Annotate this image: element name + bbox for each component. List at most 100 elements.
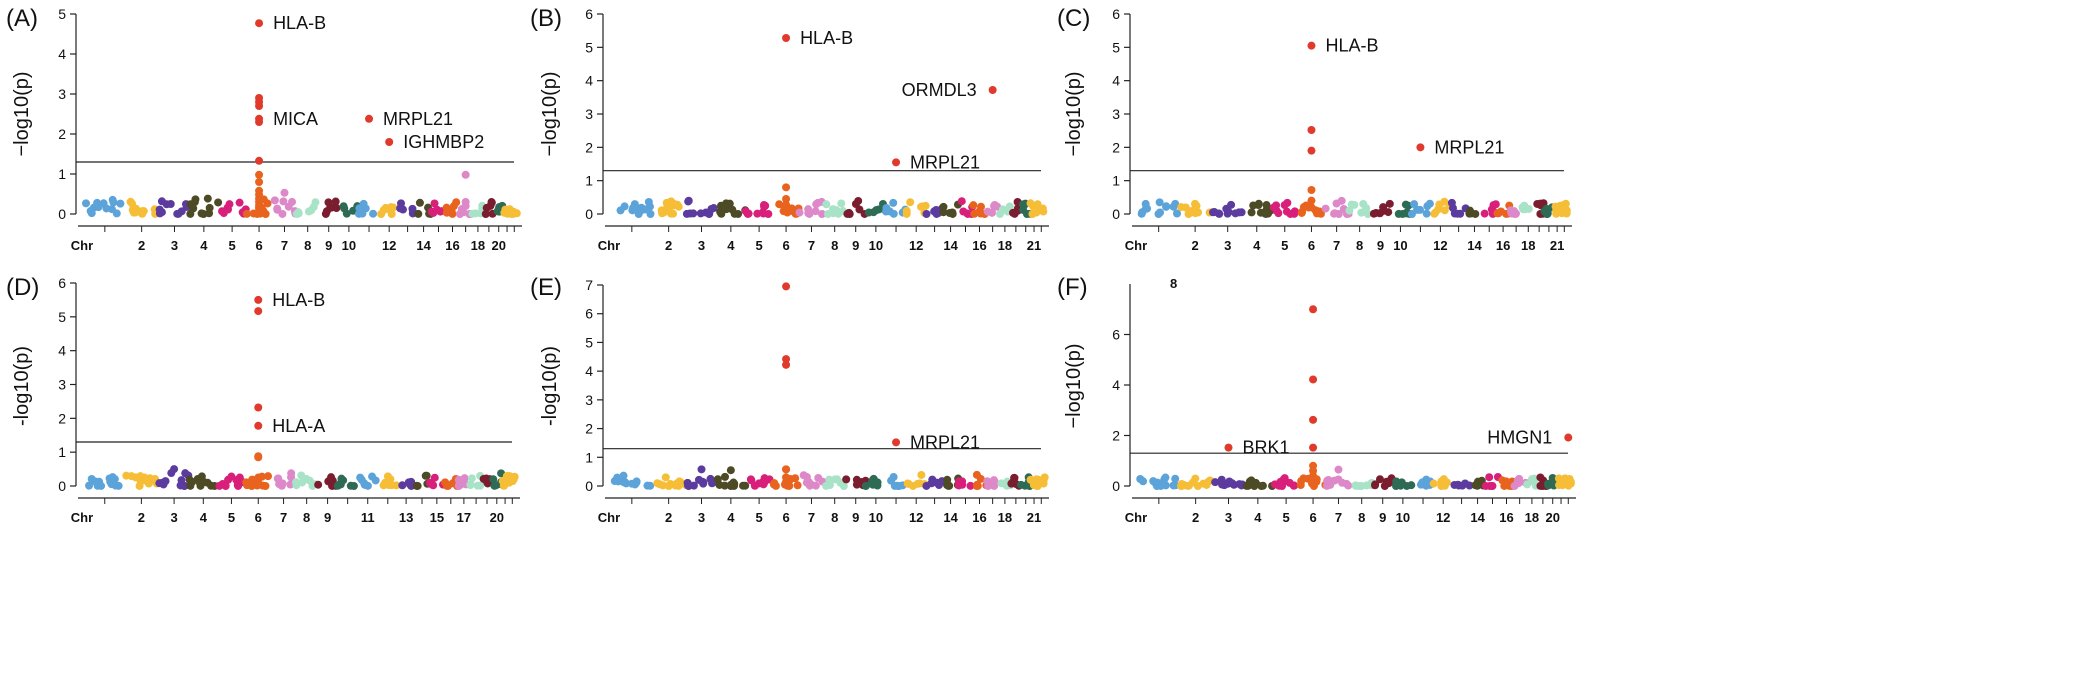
y-tick-label: 1 — [1112, 173, 1120, 189]
data-point — [1272, 206, 1281, 215]
data-point — [1435, 200, 1444, 209]
x-tick-label: 12 — [1436, 510, 1450, 525]
peak-point — [1307, 203, 1316, 212]
peak-point — [1334, 465, 1343, 474]
data-point — [1136, 475, 1145, 484]
data-point — [728, 205, 737, 214]
y-tick-label: 5 — [1112, 39, 1120, 55]
data-point — [482, 474, 491, 483]
peak-point — [726, 466, 735, 475]
peak-point — [255, 170, 264, 179]
data-point — [887, 476, 896, 485]
y-tick-label: 0 — [1112, 206, 1120, 222]
data-point — [957, 197, 966, 206]
x-tick-label: 14 — [416, 238, 431, 253]
x-tick-label: 9 — [852, 238, 859, 253]
peak-point — [227, 472, 236, 481]
y-tick-label: 4 — [1112, 73, 1120, 89]
peak-point — [1309, 375, 1318, 384]
data-point — [1188, 478, 1197, 487]
data-point — [1018, 200, 1027, 209]
data-point — [1187, 207, 1196, 216]
data-point — [628, 206, 637, 215]
data-point — [921, 201, 930, 210]
data-point — [314, 480, 323, 489]
data-point — [1566, 479, 1575, 488]
peak-point — [1309, 415, 1318, 424]
peak-point — [1309, 476, 1318, 485]
x-tick-label: 14 — [1467, 238, 1482, 253]
data-point — [307, 206, 316, 215]
y-tick-label: 3 — [585, 392, 593, 408]
x-tick-label: 8 — [303, 510, 310, 525]
data-point — [1422, 209, 1431, 218]
x-tick-label: 17 — [457, 510, 471, 525]
x-tick-label: 3 — [1225, 510, 1232, 525]
data-point — [1416, 205, 1425, 214]
x-tick-label: 7 — [808, 238, 815, 253]
x-tick-label: 6 — [782, 238, 789, 253]
x-tick-label: 15 — [430, 510, 444, 525]
data-point — [1337, 196, 1346, 205]
data-point — [1536, 481, 1545, 490]
y-tick-label: 1 — [585, 449, 593, 465]
peak-point — [782, 195, 791, 203]
data-point — [1247, 208, 1256, 217]
data-point — [93, 198, 102, 207]
x-tick-label: 16 — [972, 510, 986, 525]
data-point — [1202, 480, 1211, 489]
data-point — [1321, 204, 1330, 213]
data-point — [215, 481, 224, 490]
x-tick-label: 2 — [138, 510, 145, 525]
data-point — [1141, 199, 1150, 208]
data-point — [85, 481, 94, 490]
data-point — [1454, 480, 1463, 489]
x-tick-label: 3 — [698, 238, 705, 253]
data-point — [1177, 203, 1186, 212]
x-tick-label: 6 — [1308, 238, 1315, 253]
y-tick-label: 6 — [1112, 327, 1120, 343]
data-point — [1261, 209, 1270, 218]
x-tick-label: Chr — [71, 510, 93, 525]
data-point — [746, 475, 755, 484]
y-axis-label: −log10(p) — [11, 71, 33, 156]
data-point — [622, 479, 631, 488]
data-point — [1485, 481, 1494, 490]
y-tick-label: 6 — [58, 275, 66, 291]
data-point — [235, 198, 244, 207]
peak-point — [782, 360, 791, 369]
data-point — [716, 207, 725, 216]
peak-point — [782, 205, 791, 213]
x-tick-label: 18 — [1525, 510, 1539, 525]
peak-point — [782, 34, 791, 42]
data-point — [696, 209, 705, 218]
peak-point — [892, 158, 901, 167]
x-tick-label: 8 — [831, 238, 838, 253]
data-point — [1347, 200, 1356, 209]
data-point — [1223, 209, 1232, 218]
x-tick-label: 9 — [1377, 238, 1384, 253]
data-point — [1359, 199, 1368, 208]
data-point — [135, 481, 144, 490]
y-tick-label: 4 — [58, 46, 66, 62]
data-point — [342, 209, 351, 218]
data-point — [1351, 481, 1360, 490]
x-tick-label: 8 — [831, 510, 838, 525]
data-point — [683, 478, 692, 487]
data-point — [473, 481, 482, 490]
data-point — [177, 207, 186, 216]
data-point — [868, 480, 877, 489]
data-point — [1519, 205, 1528, 214]
x-tick-label: 18 — [998, 510, 1012, 525]
data-point — [186, 481, 195, 490]
data-point — [287, 473, 296, 482]
peak-point — [385, 138, 394, 146]
x-tick-label: Chr — [1125, 238, 1147, 253]
data-point — [333, 481, 342, 490]
x-tick-label: 14 — [943, 238, 958, 253]
data-point — [467, 474, 476, 483]
x-tick-label: 5 — [756, 510, 763, 525]
x-tick-label: 7 — [808, 510, 815, 525]
